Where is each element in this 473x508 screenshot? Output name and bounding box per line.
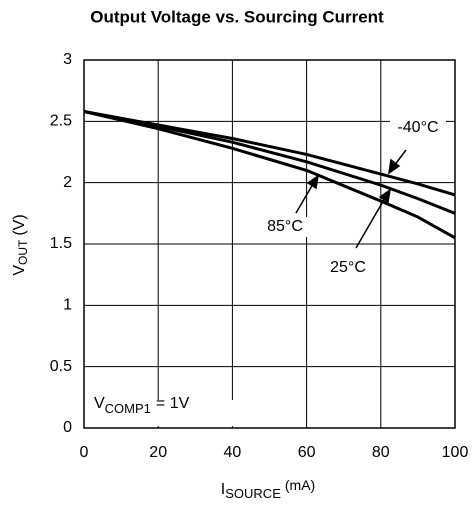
series-label-bg: [257, 217, 313, 237]
y-label-subscript: OUT: [16, 239, 30, 265]
x-label-unit: (mA): [285, 477, 315, 493]
annotation: VCOMP1 = 1V: [94, 395, 190, 416]
annotation-subscript: COMP1: [105, 401, 151, 416]
x-tick-label: 40: [224, 444, 242, 461]
arrow-line: [295, 183, 314, 214]
x-tick-label: 0: [80, 444, 89, 461]
annotation-text: = 1V: [156, 395, 190, 412]
series-line: [83, 110, 456, 215]
arrow-head: [378, 188, 392, 204]
y-label-symbol: V: [11, 265, 28, 276]
y-tick-label: 2.5: [50, 113, 72, 130]
x-label-symbol: I: [221, 481, 225, 498]
x-label-subscript: SOURCE: [225, 486, 281, 501]
x-tick-label: 20: [149, 444, 167, 461]
x-tick-label: 60: [298, 444, 316, 461]
y-tick-label: 1.5: [50, 235, 72, 252]
y-tick-label: 1: [63, 297, 72, 314]
x-tick-label: 100: [442, 444, 469, 461]
y-tick-label: 0: [63, 419, 72, 436]
y-tick-label: 2: [63, 174, 72, 191]
series-label-bg: [320, 258, 376, 278]
annotation-symbol: V: [94, 395, 105, 412]
series-label: 85°C: [267, 218, 303, 235]
x-tick-label: 80: [372, 444, 390, 461]
series-label-bg: [390, 118, 446, 138]
series-label: -40°C: [397, 119, 438, 136]
arrows: [295, 149, 407, 249]
arrow-line: [355, 197, 386, 249]
y-label-unit: (V): [11, 214, 28, 235]
y-tick-label: 3: [63, 51, 72, 68]
arrow-head: [387, 158, 401, 175]
annotation-bg: [86, 400, 236, 426]
series-line: [83, 110, 456, 240]
series-label: 25°C: [330, 259, 366, 276]
y-tick-label: 0.5: [50, 358, 72, 375]
y-axis-label: VOUT (V): [11, 214, 30, 275]
arrow-head: [306, 174, 320, 190]
plot-frame: [83, 59, 456, 429]
chart-title: Output Voltage vs. Sourcing Current: [90, 7, 384, 26]
x-axis-label: ISOURCE (mA): [221, 477, 315, 502]
